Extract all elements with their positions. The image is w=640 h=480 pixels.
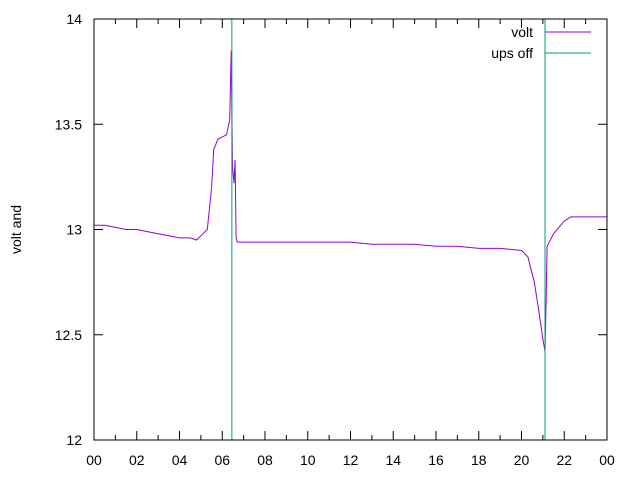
legend-label: volt [511,24,533,40]
x-tick-label: 12 [343,452,359,468]
x-tick-label: 18 [471,452,487,468]
series-lines [94,19,607,440]
x-tick-label: 06 [214,452,230,468]
y-tick-label: 14 [66,11,82,27]
x-tick-label: 16 [428,452,444,468]
y-tick-labels: 12 12.5 13 13.5 14 [55,11,82,448]
x-tick-labels: 00 02 04 06 08 10 12 14 16 18 20 22 00 [86,452,615,468]
x-tick-label: 00 [599,452,615,468]
legend-label: ups off [491,45,533,61]
legend: volt ups off [491,24,591,61]
x-tick-label: 00 [86,452,102,468]
x-tick-label: 04 [172,452,188,468]
y-tick-label: 12 [66,432,82,448]
x-tick-label: 10 [300,452,316,468]
x-tick-label: 08 [257,452,273,468]
series-line-volt [94,50,607,352]
plot-frame [93,18,608,441]
tick-marks [93,18,608,441]
x-tick-label: 22 [556,452,572,468]
y-axis-label: volt and [8,205,24,254]
y-tick-label: 13 [66,222,82,238]
y-tick-label: 13.5 [55,116,82,132]
x-tick-label: 02 [129,452,145,468]
x-tick-label: 20 [514,452,530,468]
x-tick-label: 14 [385,452,401,468]
y-tick-label: 12.5 [55,327,82,343]
